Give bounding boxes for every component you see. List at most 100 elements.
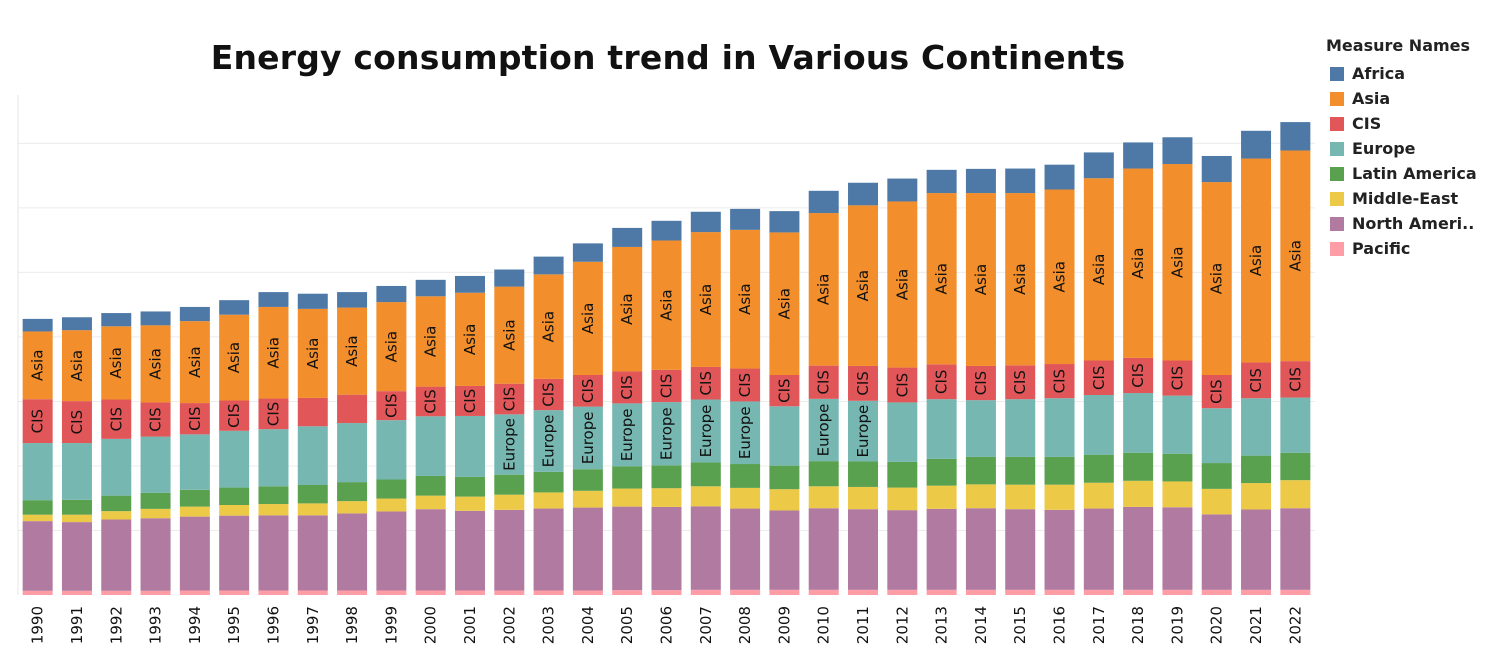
bar-north-ameri-2021: [1241, 509, 1272, 590]
bar-cis-1999: [376, 391, 407, 421]
bar-pacific-2000: [415, 590, 446, 595]
bar-latin-america-2012: [887, 461, 918, 488]
bar-label-europe-2010: Europe: [815, 404, 833, 457]
bar-label-asia-2005: Asia: [618, 293, 636, 324]
bar-asia-1990: [22, 331, 53, 400]
bar-pacific-1996: [258, 590, 289, 595]
bar-label-europe-2002: Europe: [500, 418, 518, 471]
legend-item-latin-america[interactable]: Latin America: [1326, 161, 1477, 186]
bar-cis-2015: [1005, 365, 1036, 400]
bar-label-cis-1999: CIS: [382, 393, 400, 417]
x-tick-2014: 2014: [972, 606, 990, 644]
bar-africa-2001: [454, 275, 485, 293]
bar-label-cis-1993: CIS: [147, 407, 165, 431]
legend-swatch: [1330, 166, 1344, 181]
bar-middle-east-1992: [101, 511, 132, 520]
bar-north-ameri-2006: [651, 506, 682, 591]
bar-north-ameri-2013: [926, 508, 957, 590]
bar-label-cis-2019: CIS: [1168, 366, 1186, 390]
bar-latin-america-2004: [572, 469, 603, 491]
bar-middle-east-1998: [337, 501, 368, 514]
bar-europe-1995: [219, 430, 250, 488]
bar-label-asia-2002: Asia: [500, 319, 518, 350]
bar-latin-america-1996: [258, 486, 289, 505]
bar-latin-america-2019: [1162, 453, 1193, 482]
bar-latin-america-2003: [533, 471, 564, 493]
bar-europe-1991: [61, 443, 92, 500]
bar-latin-america-2007: [690, 462, 721, 487]
bar-africa-1992: [101, 313, 132, 327]
bar-north-ameri-2009: [769, 510, 800, 590]
x-tick-2018: 2018: [1129, 606, 1147, 644]
bar-north-ameri-2007: [690, 506, 721, 590]
x-tick-1992: 1992: [107, 606, 125, 644]
x-tick-2004: 2004: [579, 606, 597, 644]
bar-pacific-2007: [690, 589, 721, 595]
bar-middle-east-2016: [1044, 484, 1075, 510]
bar-europe-2018: [1123, 393, 1154, 453]
bar-cis-2012: [887, 367, 918, 403]
bar-europe-2002: [494, 414, 525, 475]
bar-africa-1997: [297, 293, 328, 309]
bar-middle-east-1995: [219, 505, 250, 516]
bar-asia-2002: [494, 286, 525, 384]
legend-item-asia[interactable]: Asia: [1326, 86, 1477, 111]
legend-items: Africa Asia CIS Europe Latin America Middle-E…: [1326, 61, 1477, 261]
bar-latin-america-2001: [454, 476, 485, 497]
bar-europe-2004: [572, 406, 603, 470]
bar-europe-1990: [22, 443, 53, 501]
bar-north-ameri-2022: [1280, 508, 1311, 590]
bar-cis-1996: [258, 398, 289, 430]
bar-north-ameri-2015: [1005, 509, 1036, 590]
bar-middle-east-2017: [1083, 482, 1114, 509]
bar-label-cis-2007: CIS: [697, 371, 715, 395]
bar-label-asia-1993: Asia: [147, 348, 165, 379]
x-tick-2000: 2000: [422, 606, 440, 644]
x-tick-1997: 1997: [304, 606, 322, 644]
legend-label: Africa: [1352, 64, 1405, 83]
bar-cis-2019: [1162, 360, 1193, 396]
legend-item-middle-east[interactable]: Middle-East: [1326, 186, 1477, 211]
legend-item-cis[interactable]: CIS: [1326, 111, 1477, 136]
bar-label-asia-2021: Asia: [1247, 245, 1265, 276]
bar-latin-america-2016: [1044, 456, 1075, 485]
bar-middle-east-2015: [1005, 484, 1036, 510]
x-tick-1996: 1996: [264, 606, 282, 644]
stacked-bar-chart: CIS Asia CIS Asia CIS Asia CIS Asia CIS Asia CIS As…: [17, 95, 1315, 644]
bar-cis-2011: [848, 365, 879, 401]
bar-europe-2008: [730, 401, 761, 465]
bar-europe-2020: [1201, 408, 1232, 464]
x-tick-2002: 2002: [500, 606, 518, 644]
legend-label: Europe: [1352, 139, 1416, 158]
bar-label-asia-2016: Asia: [1051, 261, 1069, 292]
bar-label-asia-2013: Asia: [933, 263, 951, 294]
legend-item-africa[interactable]: Africa: [1326, 61, 1477, 86]
bar-latin-america-2011: [848, 461, 879, 487]
bar-latin-america-1990: [22, 500, 53, 515]
bar-asia-2014: [965, 193, 996, 366]
bar-middle-east-1999: [376, 498, 407, 512]
x-tick-2015: 2015: [1011, 606, 1029, 644]
bar-label-asia-2006: Asia: [658, 289, 676, 320]
x-tick-2001: 2001: [461, 606, 479, 644]
legend-label: Asia: [1352, 89, 1391, 108]
bar-latin-america-2017: [1083, 454, 1114, 483]
legend-item-europe[interactable]: Europe: [1326, 136, 1477, 161]
bar-cis-2010: [808, 365, 839, 399]
bar-label-cis-2005: CIS: [618, 375, 636, 399]
bar-cis-1990: [22, 399, 53, 444]
bar-pacific-1999: [376, 590, 407, 595]
legend-item-north-ameri[interactable]: North Ameri..: [1326, 211, 1477, 236]
bar-asia-2001: [454, 292, 485, 386]
x-tick-2022: 2022: [1286, 606, 1304, 644]
bar-middle-east-2014: [965, 484, 996, 509]
bar-label-asia-2020: Asia: [1208, 263, 1226, 294]
bar-middle-east-1991: [61, 514, 92, 523]
bar-pacific-2017: [1083, 589, 1114, 595]
legend-item-pacific[interactable]: Pacific: [1326, 236, 1477, 261]
bar-africa-2022: [1280, 122, 1311, 151]
bar-label-cis-2003: CIS: [540, 382, 558, 406]
bar-africa-1993: [140, 311, 171, 326]
bar-north-ameri-1995: [219, 515, 250, 591]
bar-label-asia-2012: Asia: [893, 269, 911, 300]
